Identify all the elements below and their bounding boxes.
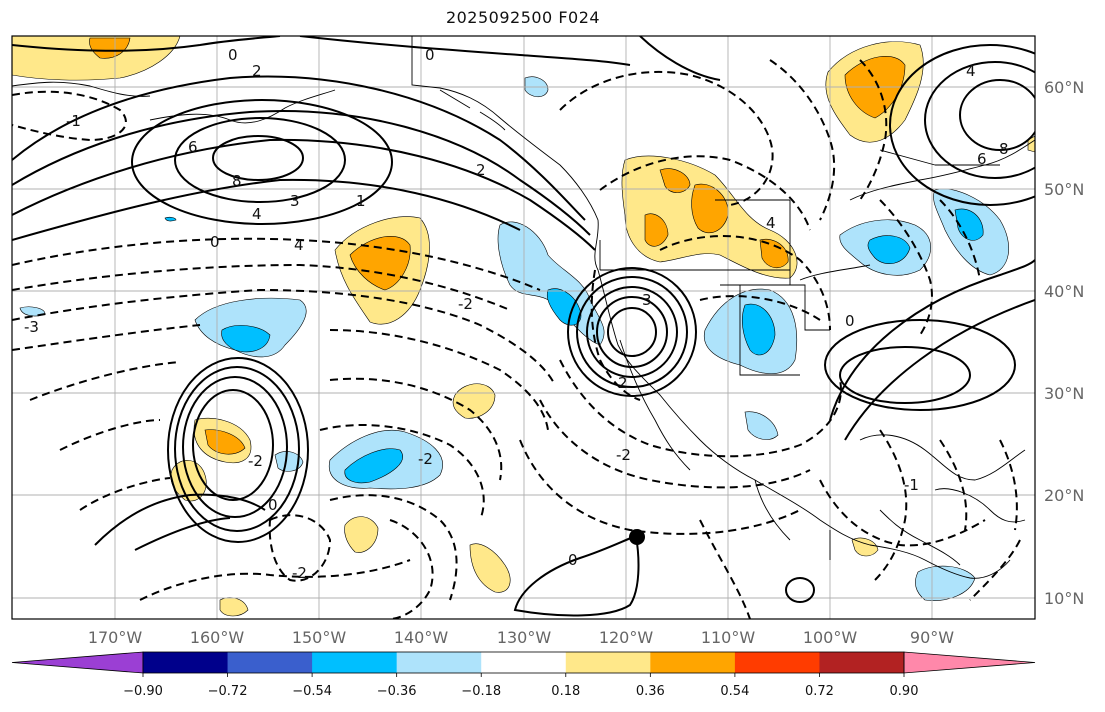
colorbar-bin	[819, 652, 905, 673]
contour-label: 3	[290, 192, 300, 210]
colorbar-tick-label: 0.72	[805, 684, 834, 699]
colorbar-tick-label: 0.54	[720, 684, 749, 699]
lat-label: 10°N	[1044, 589, 1084, 608]
lon-label: 100°W	[803, 628, 858, 647]
colorbar-tick-label: −0.18	[461, 684, 501, 699]
contour-label: 8	[999, 140, 1009, 158]
contour-label: 6	[977, 150, 987, 168]
lat-label: 30°N	[1044, 384, 1084, 403]
contour-label: -2	[292, 564, 307, 582]
colorbar-bin	[312, 652, 398, 673]
plot-frame	[11, 35, 1036, 620]
colorbar-tick-label: −0.90	[123, 684, 163, 699]
lat-label: 40°N	[1044, 282, 1084, 301]
coastlines	[12, 36, 1035, 579]
contour-label: -1	[904, 476, 919, 494]
contour-label: 4	[252, 205, 262, 223]
lon-label: 140°W	[394, 628, 449, 647]
negative-anomaly-shading	[19, 76, 1009, 601]
contour-lines	[12, 36, 1035, 617]
contour-label: 0	[425, 46, 435, 64]
contour-label: 4	[966, 62, 976, 80]
contour-label: 0	[845, 312, 855, 330]
contour-label: -2	[458, 295, 473, 313]
colorbar-frame	[142, 651, 905, 674]
lon-label: 130°W	[497, 628, 552, 647]
contour-label: 0	[210, 233, 220, 251]
lat-label: 60°N	[1044, 78, 1084, 97]
contour-label: -2	[248, 452, 263, 470]
contour-label: 1	[356, 192, 366, 210]
colorbar-extend-low	[11, 651, 144, 674]
lat-label: 20°N	[1044, 486, 1084, 505]
colorbar-bin	[143, 652, 229, 673]
contour-label: 6	[188, 138, 198, 156]
colorbar-bin	[227, 652, 313, 673]
contour-label: 3	[642, 291, 652, 309]
contour-label: 2	[252, 62, 262, 80]
colorbar-tick-label: 0.90	[890, 684, 919, 699]
longitude-labels: 170°W 160°W 150°W 140°W 130°W 120°W 110°…	[88, 628, 954, 647]
lon-label: 120°W	[599, 628, 654, 647]
lon-label: 90°W	[910, 628, 954, 647]
colorbar-bin	[481, 652, 567, 673]
colorbar-bin	[650, 652, 736, 673]
map-title: 2025092500 F024	[445, 8, 601, 27]
lon-label: 150°W	[292, 628, 347, 647]
contour-label: 8	[232, 172, 242, 190]
contour-label: 4	[766, 214, 776, 232]
contour-label: -3	[24, 318, 39, 336]
latitude-labels: 60°N 50°N 40°N 30°N 20°N 10°N	[1044, 78, 1084, 608]
lon-label: 110°W	[701, 628, 756, 647]
contour-label: 2	[476, 161, 486, 179]
contour-label: 0	[268, 496, 278, 514]
lat-label: 50°N	[1044, 180, 1084, 199]
location-marker	[629, 529, 645, 545]
colorbar-tick-label: −0.54	[292, 684, 332, 699]
colorbar-tick-label: 0.36	[636, 684, 665, 699]
colorbar-extend-high	[903, 651, 1036, 674]
colorbar-tick-label: 0.18	[551, 684, 580, 699]
contour-label: 0	[568, 551, 578, 569]
colorbar-bin	[734, 652, 820, 673]
contour-label: -2	[418, 450, 433, 468]
contour-label: -2	[616, 446, 631, 464]
contour-label: 0	[228, 46, 238, 64]
colorbar: −0.90 −0.72 −0.54 −0.36 −0.18 0.18 0.36 0.54 0.7…	[11, 651, 1036, 699]
contour-label: 4	[294, 236, 304, 254]
contour-label: 2	[618, 374, 628, 392]
lon-label: 170°W	[88, 628, 143, 647]
graticule	[12, 36, 1035, 619]
contour-labels: 0 2 4 6 8 3 -2 -1 -3 1 2 4 0 -2 0 -2 3 2…	[24, 46, 1009, 582]
contour-label: -1	[66, 112, 81, 130]
colorbar-tick-label: −0.36	[377, 684, 417, 699]
colorbar-bin	[565, 652, 651, 673]
lon-label: 160°W	[190, 628, 245, 647]
contour-lines-dashed	[12, 59, 1021, 619]
colorbar-tick-label: −0.72	[208, 684, 248, 699]
colorbar-bin	[396, 652, 482, 673]
